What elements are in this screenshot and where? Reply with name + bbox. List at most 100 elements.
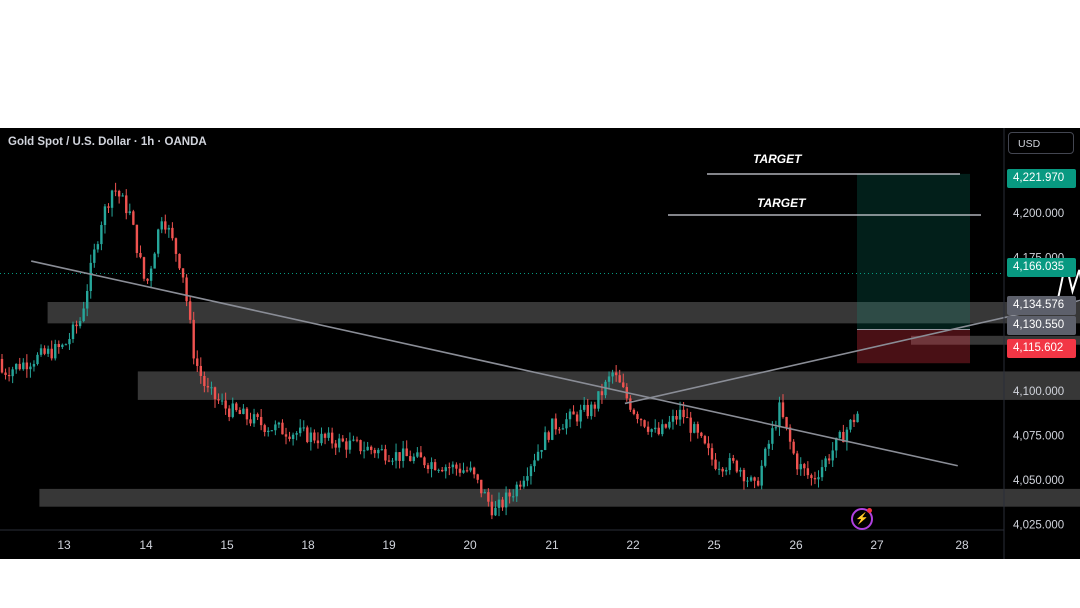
candle: [810, 475, 813, 479]
support-zone: [911, 335, 1080, 345]
chart-title: Gold Spot / U.S. Dollar · 1h · OANDA: [8, 136, 207, 148]
candle: [185, 277, 188, 302]
candle: [462, 470, 465, 473]
target-label-lower: TARGET: [757, 196, 806, 210]
candle: [398, 452, 401, 461]
candle: [295, 433, 298, 435]
candle: [231, 403, 234, 417]
candle: [387, 460, 391, 462]
trendline: [624, 299, 1080, 405]
candle: [330, 432, 334, 444]
currency-button[interactable]: USD: [1008, 132, 1074, 154]
candle: [543, 432, 547, 451]
projection-layer: [1057, 262, 1080, 299]
candle: [419, 452, 423, 458]
candle: [803, 464, 806, 469]
candle: [160, 221, 163, 230]
candle: [494, 507, 497, 516]
candle: [355, 439, 359, 441]
time-tick-label: 26: [789, 538, 803, 552]
candle: [309, 432, 313, 442]
candle: [796, 453, 799, 470]
time-tick-label: 19: [382, 538, 396, 552]
candle: [689, 417, 692, 433]
candle: [238, 410, 242, 415]
candle: [845, 429, 849, 443]
candle: [245, 408, 249, 420]
candle: [568, 411, 572, 420]
candle: [384, 449, 387, 461]
candle: [206, 386, 210, 388]
candle: [771, 428, 774, 444]
candle: [359, 440, 362, 452]
candle: [188, 301, 192, 320]
lightning-alert-icon[interactable]: ⚡: [851, 508, 873, 530]
candle: [817, 477, 820, 480]
candle: [774, 427, 778, 429]
candle: [842, 431, 845, 443]
candle: [703, 436, 707, 444]
candle: [401, 448, 405, 461]
candle: [249, 419, 252, 424]
candle: [749, 477, 753, 481]
candle: [806, 468, 810, 476]
candle: [458, 468, 462, 473]
candle: [377, 449, 380, 454]
candle: [281, 422, 284, 435]
candle: [611, 372, 614, 377]
candle: [0, 358, 4, 373]
candle: [15, 363, 18, 370]
time-tick-label: 28: [955, 538, 969, 552]
candle: [533, 460, 536, 467]
candle: [685, 417, 689, 419]
candle: [252, 414, 256, 424]
candle: [164, 221, 167, 230]
candle: [661, 424, 664, 435]
candle: [465, 470, 469, 472]
candle: [739, 469, 742, 472]
candle: [405, 448, 408, 457]
candle: [831, 450, 834, 461]
candle: [25, 362, 29, 370]
candle: [529, 466, 533, 477]
candle: [561, 428, 565, 430]
candle: [174, 238, 178, 254]
candle: [103, 206, 107, 226]
price-tick-label: 4,025.000: [1013, 520, 1064, 532]
candle: [696, 424, 699, 433]
candle: [824, 458, 827, 468]
candle: [700, 432, 703, 437]
price-tag-entry: 4,134.576: [1007, 296, 1076, 315]
candle: [526, 476, 529, 481]
chart-area[interactable]: 4,200.0004,175.0004,150.0004,100.0004,07…: [0, 128, 1080, 559]
candle: [614, 372, 618, 376]
candle: [579, 409, 582, 422]
candle: [781, 402, 785, 418]
price-tag-level: 4,130.550: [1007, 316, 1076, 335]
candle: [263, 425, 266, 433]
candle: [764, 448, 767, 466]
candle: [157, 229, 160, 254]
time-tick-label: 27: [870, 538, 884, 552]
candle: [668, 421, 671, 428]
candle: [650, 429, 653, 432]
candle: [352, 439, 355, 441]
target-label-upper: TARGET: [753, 152, 802, 166]
candle: [714, 459, 717, 469]
time-axis: 13 14 15 18 19 20 21 22 25 26 27 28: [57, 538, 969, 552]
time-tick-label: 18: [301, 538, 315, 552]
candle: [412, 456, 415, 462]
candle: [835, 437, 838, 451]
candle: [785, 417, 788, 428]
candle: [792, 441, 795, 454]
candle: [110, 190, 114, 208]
candle: [643, 420, 646, 427]
candle: [54, 343, 57, 359]
candlestick-chart[interactable]: 4,200.0004,175.0004,150.0004,100.0004,07…: [0, 128, 1080, 559]
candle: [600, 391, 604, 396]
candle: [299, 427, 302, 434]
candle: [75, 324, 78, 327]
candle: [572, 411, 575, 415]
candle: [291, 434, 295, 439]
candle: [61, 344, 64, 348]
